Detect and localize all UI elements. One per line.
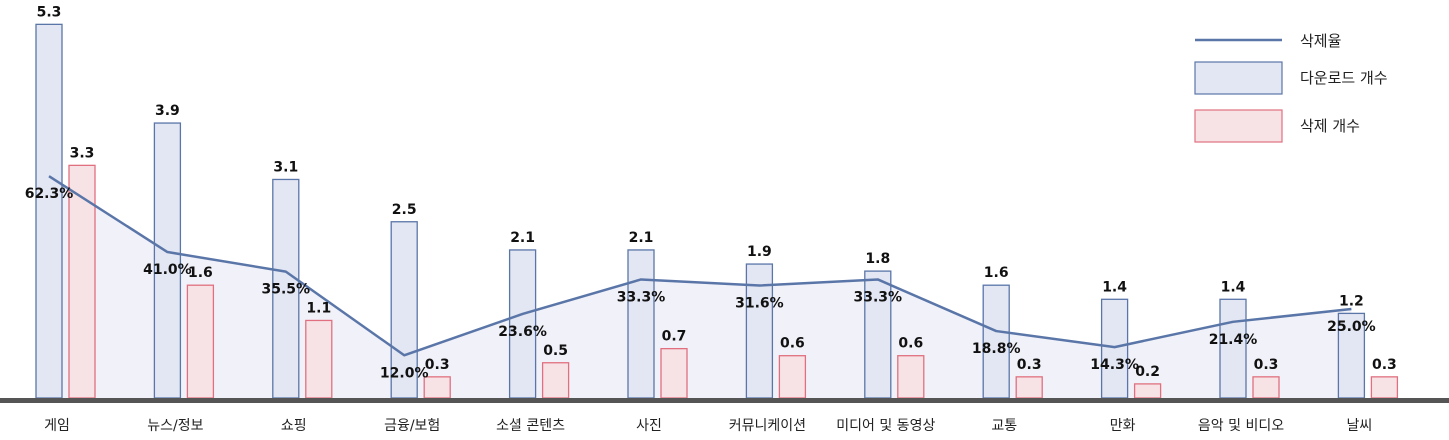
delete-bar [186, 284, 215, 399]
rate-value-label: 35.5% [262, 282, 311, 298]
download-bar [1100, 298, 1129, 399]
delete-bar [1252, 376, 1280, 399]
delete-value-label: 0.7 [662, 329, 687, 345]
rate-line [48, 175, 1352, 357]
rate-value-label: 41.0% [143, 262, 192, 278]
category-label: 음악 및 비디오 [1198, 418, 1284, 434]
category-label: 소셜 콘텐츠 [496, 418, 565, 434]
rate-value-label: 21.4% [1209, 332, 1258, 348]
download-value-label: 1.4 [1221, 279, 1246, 295]
download-value-label: 1.6 [984, 265, 1009, 281]
rate-value-label: 14.3% [1090, 357, 1139, 373]
download-value-label: 1.8 [865, 251, 890, 267]
category-label: 사진 [636, 418, 662, 434]
download-bar [35, 23, 63, 399]
category-label: 금융/보험 [384, 418, 440, 434]
download-value-label: 1.9 [747, 244, 772, 260]
delete-value-label: 1.6 [188, 265, 213, 281]
rate-value-label: 33.3% [617, 289, 666, 305]
download-bar [1219, 298, 1247, 399]
rate-value-label: 31.6% [735, 296, 784, 312]
category-label: 뉴스/정보 [147, 418, 203, 434]
delete-bar [1370, 376, 1399, 399]
rate-value-label: 18.8% [972, 341, 1021, 357]
download-value-label: 2.5 [392, 202, 417, 218]
delete-bar [660, 347, 688, 399]
delete-value-label: 0.6 [780, 336, 805, 352]
category-label: 날씨 [1347, 418, 1373, 434]
download-value-label: 3.9 [155, 103, 180, 119]
category-label: 게임 [44, 418, 70, 434]
category-label: 미디어 및 동영상 [836, 418, 935, 434]
download-value-label: 2.1 [629, 230, 654, 246]
legend-delete-swatch [1194, 109, 1283, 143]
delete-bar [305, 319, 333, 399]
rate-line-layer [48, 175, 1352, 357]
rate-value-label: 33.3% [854, 289, 903, 305]
download-bar [864, 270, 892, 399]
x-axis-baseline [0, 398, 1449, 403]
legend-label-download: 다운로드 개수 [1300, 69, 1388, 87]
delete-value-label: 0.5 [543, 343, 568, 359]
download-value-label: 1.4 [1102, 279, 1127, 295]
axis-layer [0, 398, 1449, 403]
download-bar [390, 221, 418, 399]
category-label: 만화 [1110, 418, 1136, 434]
download-value-label: 2.1 [510, 230, 535, 246]
legend-download-swatch [1194, 61, 1283, 95]
legend-label-rate: 삭제율 [1300, 32, 1341, 50]
download-bar [153, 122, 182, 399]
delete-bar [1015, 376, 1043, 399]
rate-area [49, 176, 1352, 398]
delete-value-label: 0.3 [425, 357, 450, 373]
category-label: 쇼핑 [281, 418, 307, 434]
delete-value-label: 0.2 [1135, 364, 1160, 380]
rate-area-layer [49, 176, 1352, 398]
legend: 삭제율 다운로드 개수 삭제 개수 [1194, 32, 1388, 143]
delete-bar [897, 355, 925, 399]
delete-value-label: 3.3 [70, 145, 95, 161]
rate-value-label: 23.6% [498, 324, 547, 340]
download-value-label: 1.2 [1339, 293, 1364, 309]
download-bar [272, 178, 300, 399]
delete-bar [541, 362, 570, 399]
delete-bar [778, 355, 807, 399]
legend-label-delete: 삭제 개수 [1300, 117, 1360, 135]
delete-bar [1133, 383, 1162, 399]
category-label: 교통 [991, 418, 1017, 434]
delete-value-label: 1.1 [306, 300, 331, 316]
delete-value-label: 0.3 [1254, 357, 1279, 373]
download-value-label: 5.3 [37, 4, 62, 20]
download-bar [1337, 312, 1366, 399]
delete-value-label: 0.3 [1017, 357, 1042, 373]
rate-value-label: 12.0% [380, 365, 429, 381]
labels-layer: 5.3 3.3 게임 3.9 1.6 뉴스/정보 3.1 1.1 쇼핑 2.5 0.3 금융/보험 2.… [25, 4, 1397, 434]
download-value-label: 3.1 [273, 159, 298, 175]
delete-value-label: 0.6 [898, 336, 923, 352]
delete-value-label: 0.3 [1372, 357, 1397, 373]
rate-value-label: 62.3% [25, 186, 74, 202]
download-bar [982, 284, 1010, 399]
download-bar [508, 249, 537, 399]
download-bar [627, 249, 655, 399]
category-label: 커뮤니케이션 [729, 418, 806, 434]
rate-value-label: 25.0% [1327, 319, 1376, 335]
